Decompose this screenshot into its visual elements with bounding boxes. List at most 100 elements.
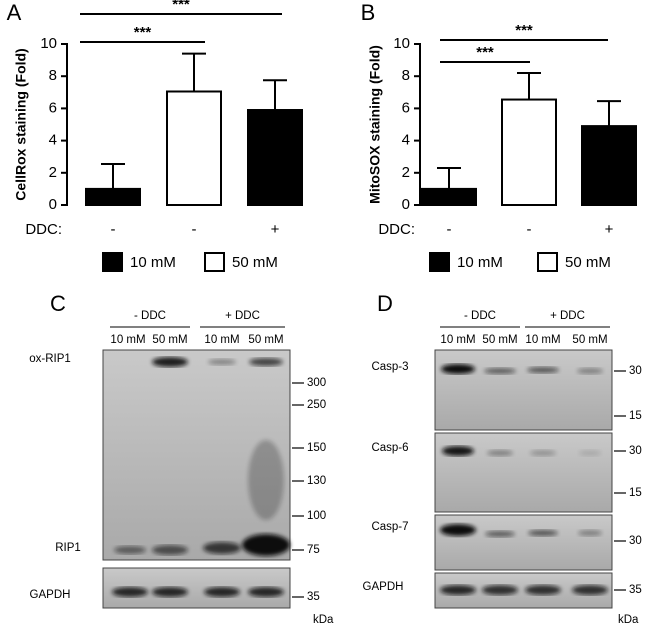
y-tick-label: 10 (393, 35, 410, 52)
blot-band (112, 587, 148, 597)
blot-band (208, 359, 236, 365)
unit-label: kDa (618, 614, 639, 626)
legend-swatch (204, 252, 225, 272)
marker-label: 300 (307, 377, 326, 389)
unit-label: kDa (313, 614, 334, 626)
blot-band (530, 450, 556, 456)
y-tick-label: 10 (40, 35, 57, 52)
significance-label: *** (515, 22, 533, 39)
row-label: Casp-7 (371, 521, 408, 533)
marker-label: 250 (307, 399, 326, 411)
blot-band (487, 450, 513, 456)
x-tick-label: - (192, 221, 197, 238)
marker-label: 75 (307, 544, 320, 556)
row-label: GAPDH (363, 581, 404, 593)
row-label: RIP1 (55, 542, 81, 554)
row-label: ox-RIP1 (29, 353, 71, 365)
blot-band (482, 585, 518, 595)
y-tick-label: 0 (49, 196, 57, 213)
blot-image (434, 432, 613, 513)
blot-band (204, 587, 240, 597)
legend-label: 50 mM (232, 254, 278, 271)
lane-label: 10 mM (204, 334, 239, 346)
legend-label: 50 mM (565, 254, 611, 271)
marker-label: 35 (629, 584, 642, 596)
x-tick-label: - (111, 221, 116, 238)
x-tick-label: - (527, 221, 532, 238)
significance-label: *** (134, 24, 152, 41)
y-tick-label: 2 (49, 164, 57, 181)
blot-band (528, 530, 558, 536)
x-tick-label: + (271, 221, 280, 238)
marker-label: 30 (629, 445, 642, 457)
legend-label: 10 mM (457, 254, 503, 271)
group-label: + DDC (225, 310, 260, 322)
x-axis-label: DDC: (378, 221, 415, 238)
marker-label: 100 (307, 510, 326, 522)
blot-band (242, 534, 290, 556)
marker-label: 130 (307, 475, 326, 487)
lane-label: 50 mM (152, 334, 187, 346)
y-tick-label: 8 (49, 67, 57, 84)
bar (501, 98, 557, 206)
blot-band (578, 530, 602, 536)
y-tick-label: 8 (402, 67, 410, 84)
x-tick-label: - (447, 221, 452, 238)
lane-label: 50 mM (248, 334, 283, 346)
blot-band (572, 585, 608, 595)
blot-band (440, 585, 476, 595)
blot-band (248, 440, 284, 520)
panel-letter: B (361, 0, 376, 25)
blot-band (577, 368, 603, 374)
row-label: Casp-6 (371, 442, 408, 454)
bar (421, 187, 477, 206)
y-axis-label: CellRox staining (Fold) (13, 48, 29, 200)
y-tick-label: 6 (402, 99, 410, 116)
panel-letter: D (377, 291, 393, 316)
x-axis-label: DDC: (25, 221, 62, 238)
legend-swatch (102, 252, 123, 272)
group-label: - DDC (464, 310, 496, 322)
blot-band (152, 545, 188, 555)
blot-band (114, 546, 146, 554)
bar (581, 125, 637, 206)
lane-label: 50 mM (572, 334, 607, 346)
marker-label: 35 (307, 591, 320, 603)
blot-band (249, 358, 283, 366)
legend-swatch (429, 252, 450, 272)
y-axis-label: MitoSOX staining (Fold) (367, 45, 383, 204)
significance-label: *** (476, 44, 494, 61)
bar (166, 90, 222, 206)
blot-image (434, 349, 613, 431)
blot-band (441, 364, 475, 374)
blot-band (152, 587, 188, 597)
marker-label: 15 (629, 410, 642, 422)
y-tick-label: 4 (49, 132, 57, 149)
blot-band (440, 524, 476, 536)
marker-label: 15 (629, 487, 642, 499)
bar (85, 187, 141, 206)
blot-band (525, 585, 561, 595)
panel-letter: A (7, 0, 22, 25)
group-label: + DDC (550, 310, 585, 322)
marker-label: 150 (307, 442, 326, 454)
blot-band (579, 450, 601, 456)
marker-label: 30 (629, 365, 642, 377)
legend-swatch (537, 252, 558, 272)
y-tick-label: 2 (402, 164, 410, 181)
group-label: - DDC (134, 310, 166, 322)
y-tick-label: 4 (402, 132, 410, 149)
blot-band (248, 587, 284, 597)
significance-label: *** (172, 0, 190, 13)
row-label: GAPDH (30, 589, 71, 601)
blot-band (152, 357, 188, 367)
panel-letter: C (50, 291, 66, 316)
row-label: Casp-3 (371, 361, 408, 373)
y-tick-label: 6 (49, 99, 57, 116)
blot-image (434, 514, 613, 571)
blot-band (484, 368, 516, 374)
blot-band (485, 531, 515, 537)
lane-label: 10 mM (440, 334, 475, 346)
